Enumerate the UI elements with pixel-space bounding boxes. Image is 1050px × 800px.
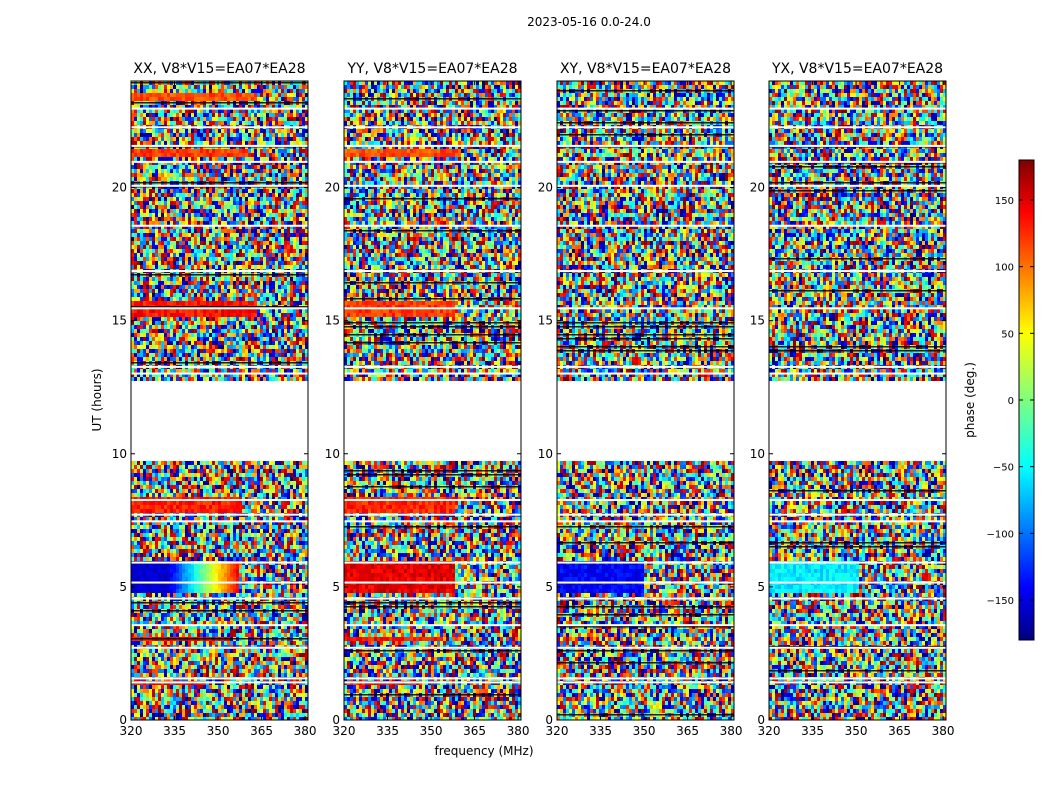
panel-title: XX, V8*V15=EA07*EA28 [133, 61, 305, 77]
y-tick-label: 5 [757, 580, 765, 594]
phase-heatmap [557, 81, 734, 720]
x-tick-label: 350 [845, 724, 868, 738]
x-axis-label: frequency (MHz) [434, 744, 533, 758]
colorbar-tick-label: −150 [987, 596, 1014, 607]
colorbar-tick-label: 0 [1008, 396, 1014, 407]
colorbar-tick-label: 150 [995, 196, 1014, 207]
y-tick-label: 0 [119, 713, 127, 727]
y-axis-label: UT (hours) [90, 368, 104, 431]
x-tick-label: 350 [633, 724, 656, 738]
x-tick-label: 335 [376, 724, 399, 738]
y-tick-label: 15 [538, 314, 553, 328]
x-tick-label: 365 [250, 724, 273, 738]
x-tick-label: 380 [720, 724, 743, 738]
panel-title: YY, V8*V15=EA07*EA28 [346, 61, 517, 77]
y-tick-label: 15 [750, 314, 765, 328]
panel-title: YX, V8*V15=EA07*EA28 [771, 61, 943, 77]
panel-frame [343, 80, 522, 721]
y-tick-label: 5 [545, 580, 553, 594]
y-tick-label: 10 [112, 447, 127, 461]
y-tick-label: 10 [750, 447, 765, 461]
x-tick-label: 335 [589, 724, 612, 738]
x-tick-label: 335 [801, 724, 824, 738]
y-tick-label: 20 [112, 181, 127, 195]
colorbar-tick-label: −50 [993, 463, 1014, 474]
y-tick-label: 0 [757, 713, 765, 727]
phase-heatmap [344, 81, 521, 720]
x-tick-label: 380 [507, 724, 530, 738]
panel-xx: XX, V8*V15=EA07*EA28 320 335 350 365 380 0 5 10 1… [112, 61, 317, 738]
y-tick-label: 5 [119, 580, 127, 594]
colorbar-tick-label: 50 [1001, 329, 1014, 340]
colorbar-label: phase (deg.) [963, 362, 977, 438]
x-tick-label: 350 [420, 724, 443, 738]
x-tick-label: 320 [546, 724, 569, 738]
x-tick-label: 365 [463, 724, 486, 738]
panel-title: XY, V8*V15=EA07*EA28 [560, 61, 731, 77]
colorbar-tick-label: 100 [995, 263, 1014, 274]
panel-yy: YY, V8*V15=EA07*EA28 320 335 350 365 380 0 5 10 1… [325, 61, 530, 738]
y-tick-label: 10 [325, 447, 340, 461]
x-tick-label: 320 [333, 724, 356, 738]
y-tick-label: 0 [332, 713, 340, 727]
x-tick-label: 320 [120, 724, 143, 738]
panel-xy: XY, V8*V15=EA07*EA28 320 335 350 365 380 0 5 10 1… [538, 61, 743, 738]
y-tick-label: 20 [750, 181, 765, 195]
x-tick-label: 380 [294, 724, 317, 738]
x-tick-label: 365 [676, 724, 699, 738]
x-tick-label: 365 [888, 724, 911, 738]
y-tick-label: 20 [538, 181, 553, 195]
x-tick-label: 335 [163, 724, 186, 738]
phase-heatmap [769, 81, 946, 720]
x-tick-label: 380 [932, 724, 955, 738]
y-tick-label: 0 [545, 713, 553, 727]
panel-frame [130, 80, 309, 721]
y-tick-label: 20 [325, 181, 340, 195]
y-tick-label: 5 [332, 580, 340, 594]
panels-layer: XX, V8*V15=EA07*EA28 320 335 350 365 380 0 5 10 1… [112, 61, 955, 738]
y-tick-label: 10 [538, 447, 553, 461]
figure-title: 2023-05-16 0.0-24.0 [527, 15, 651, 29]
phase-heatmap [131, 81, 308, 720]
colorbar-tick-label: −100 [987, 529, 1014, 540]
y-tick-label: 15 [112, 314, 127, 328]
colorbar: 150 100 50 0 −50 −100 −150 [987, 159, 1035, 641]
x-tick-label: 320 [758, 724, 781, 738]
panel-frame [556, 80, 735, 721]
panel-frame [768, 80, 947, 721]
y-tick-label: 15 [325, 314, 340, 328]
panel-yx: YX, V8*V15=EA07*EA28 320 335 350 365 380 0 5 10 1… [750, 61, 955, 738]
x-tick-label: 350 [207, 724, 230, 738]
